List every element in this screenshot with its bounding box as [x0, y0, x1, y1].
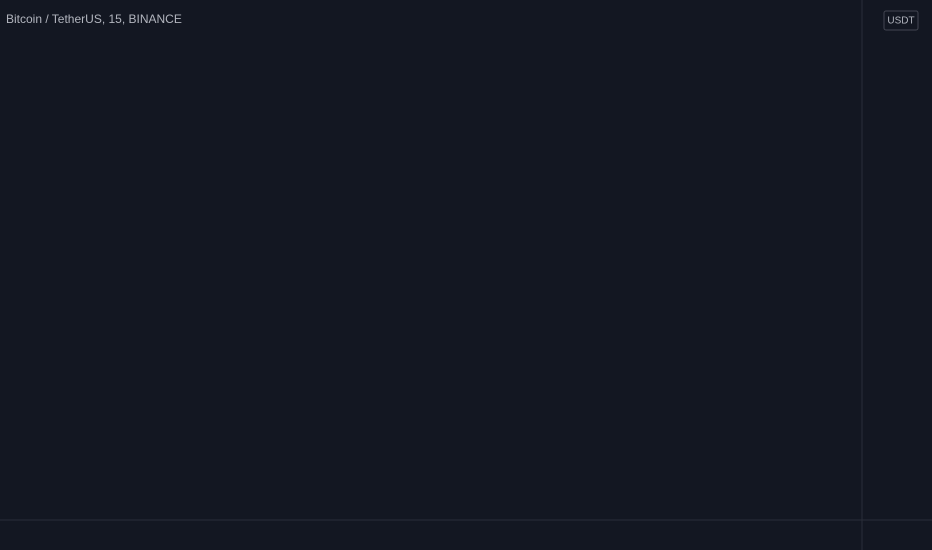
- currency-button[interactable]: [883, 10, 919, 31]
- currency-label[interactable]: USDT: [887, 16, 914, 27]
- chart-title: Bitcoin / TetherUS, 15, BINANCE: [6, 12, 182, 26]
